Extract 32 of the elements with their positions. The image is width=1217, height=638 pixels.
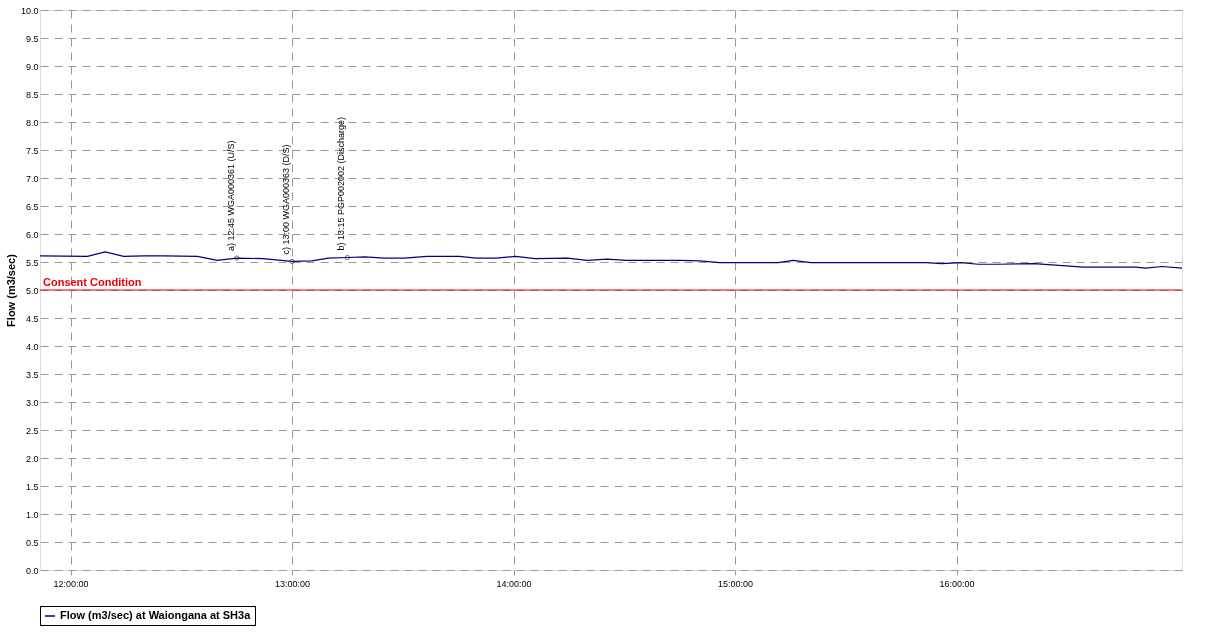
y-tick-label: 9.5 [25,33,39,44]
x-tick-label: 13:00:00 [275,578,311,589]
y-tick-label: 9.0 [25,61,39,72]
y-tick-label: 10.0 [20,5,39,16]
y-tick-label: 2.0 [25,453,39,464]
annotation: b) 13:15 PGP002002 (Discharge) [336,116,347,251]
ref-line-label: Consent Condition [43,276,142,288]
y-tick-label: 2.5 [25,425,39,436]
y-tick-label: 8.5 [25,89,39,100]
y-tick-label: 0.5 [25,537,39,548]
y-tick-label: 1.0 [25,509,39,520]
y-tick-label: 5.5 [25,257,39,268]
y-tick-label: 4.5 [25,313,39,324]
y-tick-label: 0.0 [25,565,39,576]
y-tick-label: 6.5 [25,201,39,212]
y-tick-label: 7.5 [25,145,39,156]
y-axis-title: Flow (m3/sec) [4,253,17,327]
y-tick-label: 4.0 [25,341,39,352]
x-tick-label: 16:00:00 [939,578,975,589]
y-tick-label: 1.5 [25,481,39,492]
y-tick-label: 7.0 [25,173,39,184]
y-tick-label: 8.0 [25,117,39,128]
annotation: c) 13:00 WGA000363 (D/S) [281,144,292,255]
x-tick-label: 15:00:00 [718,578,754,589]
y-tick-label: 3.5 [25,369,39,380]
annotation: a) 12:45 WGA000361 (U/S) [225,140,236,252]
y-tick-label: 3.0 [25,397,39,408]
x-tick-label: 14:00:00 [496,578,532,589]
x-tick-label: 12:00:00 [53,578,89,589]
y-tick-label: 5.0 [25,285,39,296]
legend-label: Flow (m3/sec) at Waiongana at SH3a [60,609,252,621]
y-tick-label: 6.0 [25,229,39,240]
